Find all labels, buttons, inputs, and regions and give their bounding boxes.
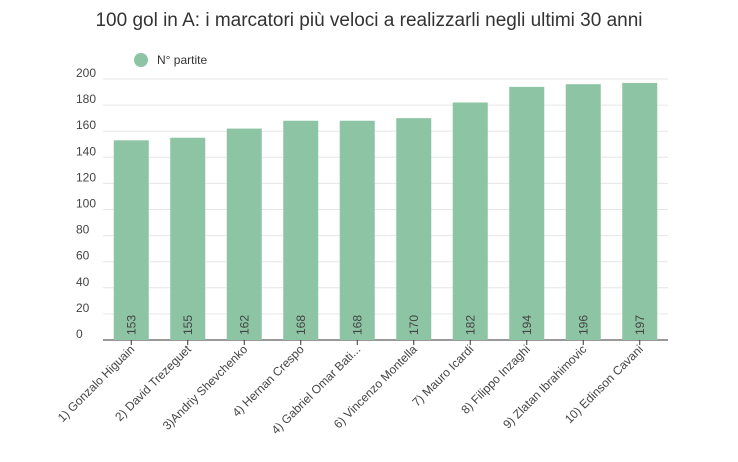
bar	[113, 140, 149, 340]
y-tick-label: 80	[76, 223, 90, 237]
bar-value-label: 153	[124, 315, 138, 335]
bar-value-label: 162	[237, 315, 251, 335]
bar	[509, 86, 545, 340]
bar	[452, 102, 488, 341]
y-tick-label: 0	[76, 327, 83, 341]
y-axis-ticks: 0 20 40 60 80 100 120 140 160 180 200	[76, 66, 96, 341]
y-tick-label: 140	[76, 144, 96, 158]
bar-value-label: 168	[350, 315, 364, 335]
bar	[339, 120, 375, 340]
bar-value-label: 196	[576, 315, 590, 335]
bar-value-label: 197	[633, 315, 647, 335]
bar	[226, 128, 262, 340]
bar-value-label: 182	[463, 315, 477, 335]
legend-label: N° partite	[157, 53, 207, 67]
bar	[396, 118, 432, 341]
y-tick-label: 20	[76, 301, 90, 315]
legend: N° partite	[134, 53, 207, 67]
bars: 153 155 162 168 168 170 182 194 196 197	[113, 82, 658, 341]
y-tick-label: 180	[76, 92, 96, 106]
y-tick-label: 60	[76, 249, 90, 263]
y-tick-label: 120	[76, 170, 96, 184]
bar-value-label: 170	[407, 315, 421, 335]
bar	[565, 84, 601, 340]
bar-value-label: 168	[294, 315, 308, 335]
legend-swatch	[134, 53, 148, 67]
y-tick-label: 200	[76, 66, 96, 80]
bar-value-label: 194	[520, 315, 534, 335]
chart-title: 100 gol in A: i marcatori più veloci a r…	[95, 10, 643, 31]
bar	[170, 137, 206, 340]
y-tick-label: 160	[76, 118, 96, 132]
y-tick-label: 100	[76, 197, 96, 211]
y-tick-label: 40	[76, 275, 90, 289]
bar	[283, 120, 319, 340]
bar	[622, 82, 658, 340]
bar-value-label: 155	[181, 315, 195, 335]
